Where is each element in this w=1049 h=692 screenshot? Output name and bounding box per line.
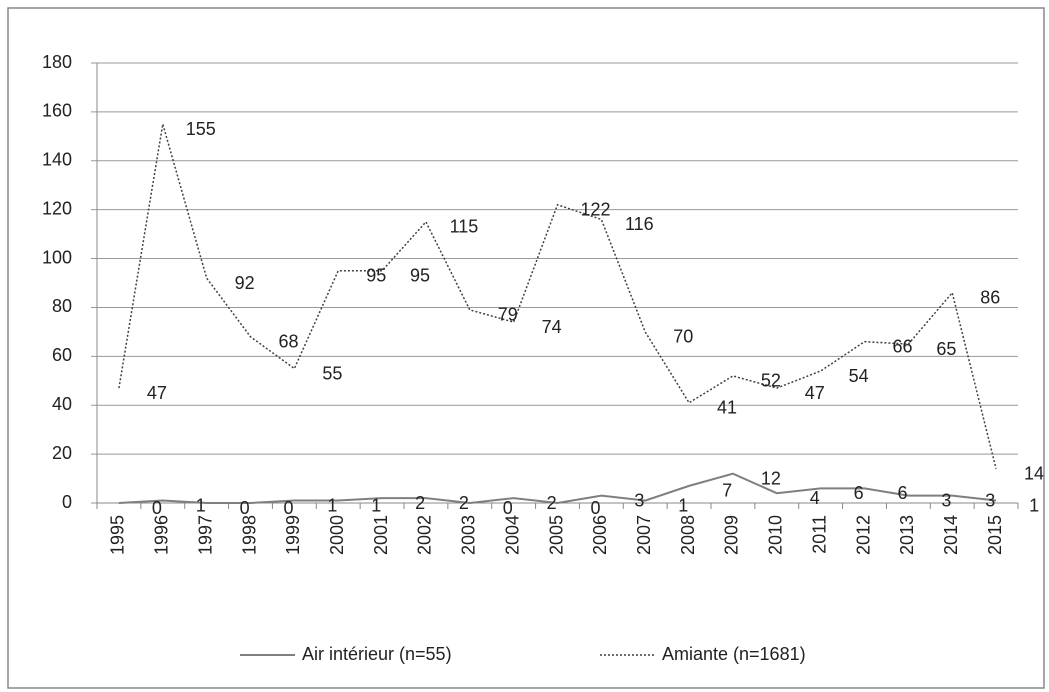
data-label: 122: [580, 200, 610, 220]
x-tick-label: 2012: [853, 515, 873, 555]
data-label: 95: [366, 266, 386, 286]
x-tick-label: 2006: [590, 515, 610, 555]
x-tick-label: 1998: [239, 515, 259, 555]
x-tick-label: 2005: [546, 515, 566, 555]
y-tick-label: 120: [42, 198, 72, 218]
x-tick-label: 2000: [327, 515, 347, 555]
x-tick-label: 2001: [371, 515, 391, 555]
data-label: 92: [235, 273, 255, 293]
data-label: 95: [410, 266, 430, 286]
x-tick-label: 2014: [941, 515, 961, 555]
x-tick-label: 2003: [459, 515, 479, 555]
data-label: 55: [322, 363, 342, 383]
y-tick-label: 60: [52, 345, 72, 365]
y-tick-label: 40: [52, 394, 72, 414]
series-line: [118, 472, 997, 505]
data-label: 1: [196, 495, 206, 515]
x-tick-label: 2010: [766, 515, 786, 555]
data-label: 70: [673, 327, 693, 347]
x-tick-label: 1999: [283, 515, 303, 555]
data-label: 155: [186, 119, 216, 139]
x-tick-label: 2009: [722, 515, 742, 555]
data-label: 2: [459, 493, 469, 513]
data-label: 1: [1029, 495, 1039, 515]
data-label: 1: [371, 495, 381, 515]
x-tick-label: 2004: [502, 515, 522, 555]
data-label: 6: [854, 483, 864, 503]
y-tick-label: 100: [42, 247, 72, 267]
y-tick-label: 160: [42, 101, 72, 121]
data-label: 14: [1024, 464, 1044, 484]
data-label: 1: [678, 495, 688, 515]
x-tick-label: 2015: [985, 515, 1005, 555]
data-label: 74: [542, 317, 562, 337]
legend-label: Air intérieur (n=55): [302, 644, 452, 664]
data-label: 47: [147, 383, 167, 403]
data-label: 54: [849, 366, 869, 386]
x-tick-label: 2008: [678, 515, 698, 555]
series-line: [118, 123, 997, 469]
x-tick-label: 2011: [809, 515, 829, 554]
data-label: 6: [897, 483, 907, 503]
x-tick-label: 1997: [195, 515, 215, 555]
legend-label: Amiante (n=1681): [662, 644, 806, 664]
y-tick-label: 80: [52, 296, 72, 316]
data-label: 4: [810, 488, 820, 508]
chart-border: [7, 7, 1045, 689]
data-label: 0: [503, 498, 513, 518]
data-label: 7: [722, 481, 732, 501]
data-label: 2: [547, 493, 557, 513]
data-label: 1: [327, 495, 337, 515]
y-tick-label: 20: [52, 443, 72, 463]
y-tick-label: 140: [42, 150, 72, 170]
data-label: 116: [625, 214, 654, 234]
data-label: 86: [980, 288, 1000, 308]
data-label: 41: [717, 398, 737, 418]
y-tick-label: 0: [62, 492, 72, 512]
x-tick-label: 2007: [634, 515, 654, 555]
data-label: 0: [283, 498, 293, 518]
data-label: 115: [450, 217, 479, 237]
data-label: 79: [498, 305, 518, 325]
data-label: 47: [805, 383, 825, 403]
data-label: 66: [892, 336, 912, 356]
data-label: 68: [278, 332, 298, 352]
x-tick-label: 2013: [897, 515, 917, 555]
x-tick-label: 1996: [152, 515, 172, 555]
data-label: 65: [936, 339, 956, 359]
data-label: 12: [761, 468, 781, 488]
y-tick-label: 180: [42, 52, 72, 72]
data-label: 3: [634, 490, 644, 510]
data-label: 3: [985, 490, 995, 510]
data-label: 0: [240, 498, 250, 518]
data-label: 2: [415, 493, 425, 513]
x-tick-label: 2002: [415, 515, 435, 555]
data-label: 3: [941, 490, 951, 510]
data-label: 52: [761, 371, 781, 391]
data-label: 0: [152, 498, 162, 518]
x-tick-label: 1995: [108, 515, 128, 555]
data-label: 0: [590, 498, 600, 518]
